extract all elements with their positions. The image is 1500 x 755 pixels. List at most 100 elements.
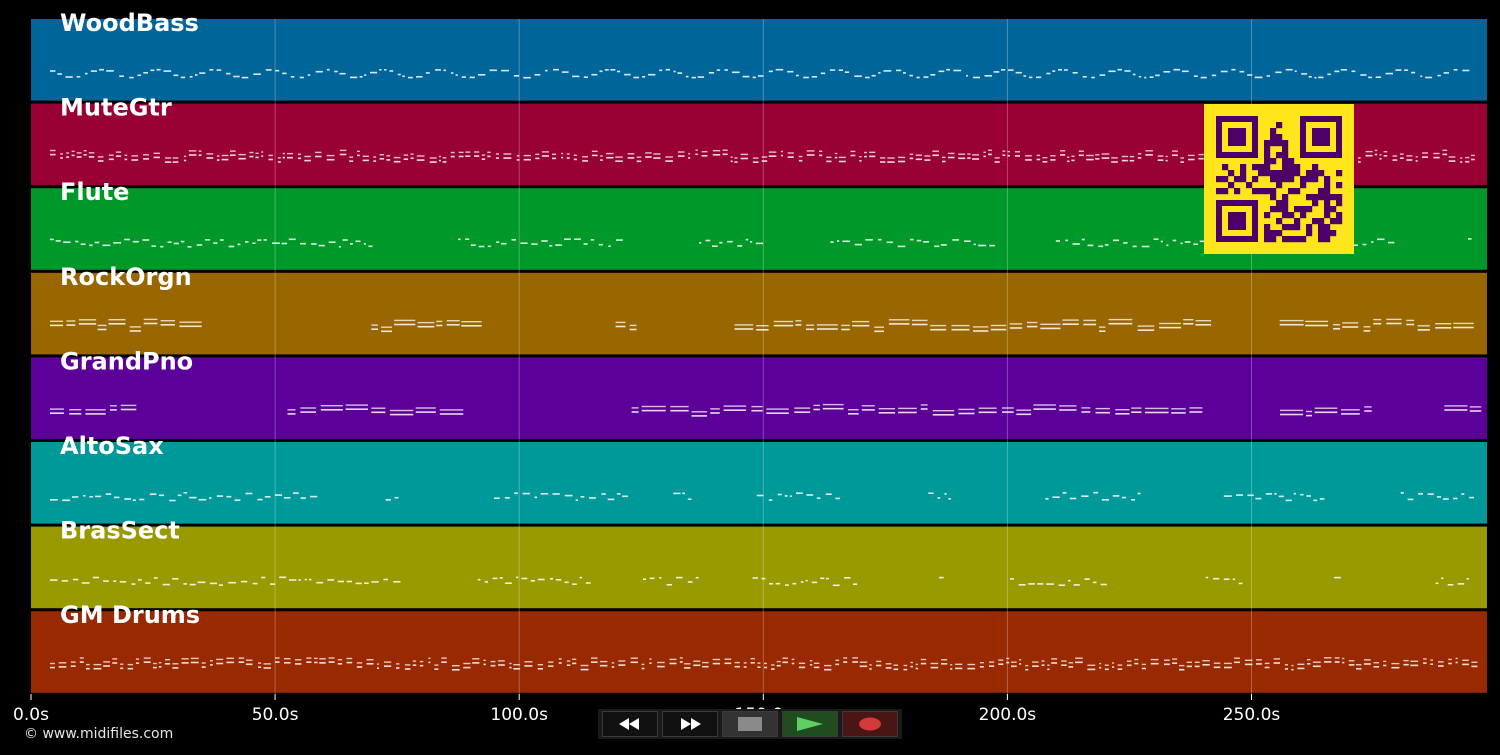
note [1171, 412, 1186, 414]
note [648, 73, 656, 76]
note [465, 238, 470, 240]
note [97, 160, 104, 162]
note [379, 154, 385, 156]
note [1373, 318, 1382, 321]
note [610, 69, 616, 71]
note [434, 664, 439, 666]
note [1099, 666, 1102, 669]
note [787, 70, 794, 73]
rewind-button[interactable] [602, 711, 658, 737]
note [160, 245, 164, 248]
note [1342, 326, 1359, 328]
note [1341, 409, 1360, 411]
note [295, 659, 302, 661]
note [498, 664, 505, 666]
note [1180, 242, 1183, 245]
note [752, 76, 756, 79]
note [371, 407, 386, 409]
track-name: GM Drums [60, 601, 200, 629]
note [156, 68, 161, 71]
note [1042, 161, 1048, 163]
note [50, 153, 56, 156]
note [490, 660, 496, 663]
play-button[interactable] [782, 711, 838, 737]
note [1093, 491, 1099, 494]
note [404, 664, 411, 666]
fast-forward-button[interactable] [662, 711, 718, 737]
stop-button[interactable] [722, 711, 778, 737]
note [1137, 329, 1155, 331]
note [1095, 154, 1100, 156]
note [1278, 495, 1284, 498]
note [829, 69, 836, 71]
note [1052, 496, 1060, 498]
note [210, 660, 213, 662]
note [1028, 583, 1035, 585]
note [164, 161, 172, 163]
note [218, 584, 223, 586]
note [1101, 153, 1110, 155]
note [641, 409, 666, 412]
note [189, 583, 196, 586]
note [1301, 73, 1308, 75]
note [62, 499, 71, 502]
note [618, 660, 626, 662]
note [1131, 407, 1142, 409]
note [953, 69, 962, 72]
note [1471, 665, 1478, 668]
note [727, 240, 733, 243]
note [487, 151, 491, 153]
note [1356, 668, 1362, 670]
note [1231, 68, 1236, 71]
record-button[interactable] [842, 711, 898, 737]
note [789, 495, 792, 497]
note [552, 157, 556, 160]
note [245, 492, 253, 495]
note [955, 667, 963, 670]
note [326, 158, 335, 161]
note [838, 156, 846, 159]
note [320, 409, 343, 411]
note [345, 404, 368, 406]
note [958, 408, 975, 411]
note [58, 662, 67, 664]
note [702, 665, 709, 668]
note [1060, 150, 1066, 152]
note [548, 665, 554, 667]
note [314, 661, 318, 664]
note [245, 241, 249, 243]
note [1430, 663, 1434, 665]
note [1213, 662, 1221, 664]
note [357, 154, 360, 157]
note [869, 151, 876, 153]
note [516, 155, 520, 157]
note [1224, 662, 1232, 665]
note [438, 155, 441, 158]
note [523, 76, 531, 79]
note [834, 156, 838, 159]
note [364, 582, 369, 584]
note [898, 160, 906, 163]
note [794, 411, 811, 413]
note [1071, 155, 1075, 157]
note [1422, 156, 1428, 158]
note [1470, 154, 1475, 157]
note [573, 154, 577, 156]
note [504, 497, 510, 499]
note [461, 76, 466, 78]
note [854, 75, 862, 77]
note [1420, 75, 1423, 78]
note [1179, 668, 1185, 671]
note [766, 412, 789, 414]
note [1163, 71, 1171, 73]
note [390, 413, 414, 416]
note [530, 580, 535, 582]
note [1377, 238, 1385, 241]
note [1308, 76, 1312, 78]
note [806, 494, 814, 496]
note [1373, 322, 1382, 325]
note [798, 155, 803, 158]
note [337, 580, 344, 583]
note [199, 72, 206, 74]
note [1068, 662, 1074, 664]
